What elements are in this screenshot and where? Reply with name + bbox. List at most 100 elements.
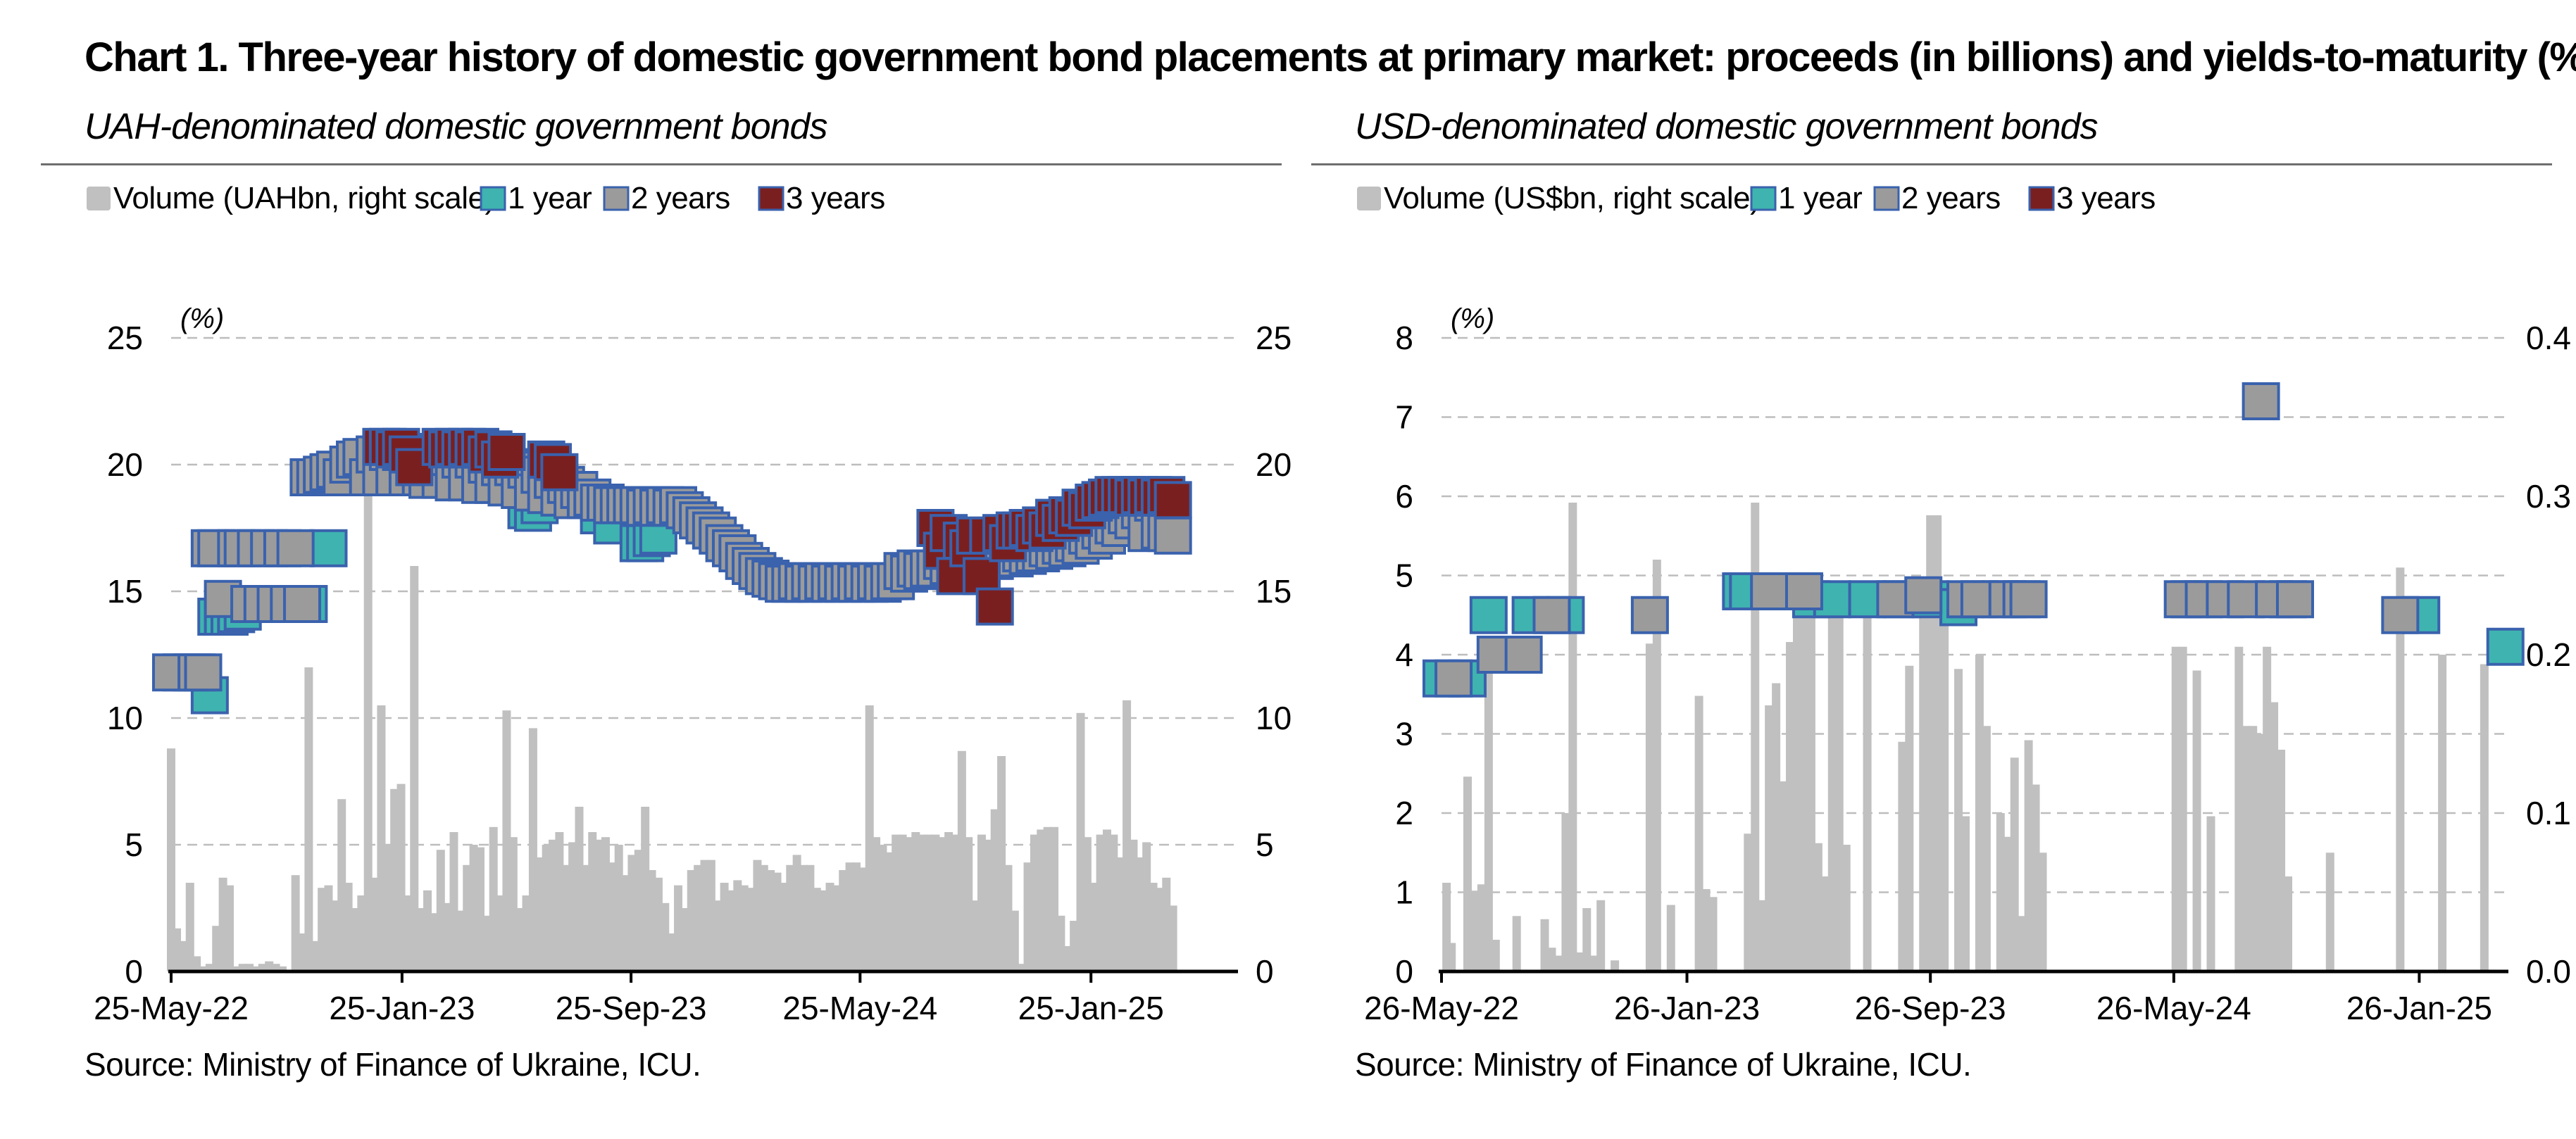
uah-volume-bar xyxy=(594,839,604,971)
uah-volume-bar xyxy=(654,877,663,971)
usd-volume-bar xyxy=(1477,884,1486,971)
uah-volume-bar xyxy=(706,860,715,971)
usd-volume-bar xyxy=(1547,948,1556,971)
usd-series-two_years xyxy=(1434,382,2420,698)
usd-right-tick-label: 0.4 xyxy=(2526,320,2571,356)
uah-volume-bar xyxy=(931,834,940,971)
usd-volume-bar xyxy=(2249,726,2258,971)
uah-volume-bar xyxy=(423,890,432,971)
usd-left-tick-label: 0 xyxy=(1395,953,1413,990)
uah-x-tick-label: 25-Jan-25 xyxy=(1018,990,1164,1026)
usd-panel-title: USD-denominated domestic government bond… xyxy=(1355,106,2098,147)
uah-volume-bar xyxy=(549,839,558,971)
usd-volume-bar xyxy=(2003,836,2012,971)
usd-volume-bar xyxy=(1652,560,1661,971)
uah-volume-bar xyxy=(212,926,221,971)
uah-volume-bar xyxy=(337,799,346,971)
uah-volume-bar xyxy=(277,966,287,971)
uah-volume-bar xyxy=(739,885,749,971)
usd-volume-bar xyxy=(1666,905,1675,971)
uah-volume-bar xyxy=(238,964,247,971)
uah-volume-bar xyxy=(911,832,920,971)
uah-volume-bar xyxy=(1162,877,1171,971)
uah-volume-bar xyxy=(918,834,927,971)
usd-volume-bar xyxy=(2256,734,2265,971)
uah-volume-bar xyxy=(528,728,537,971)
uah-volume-bar xyxy=(614,845,623,971)
uah-volume-bar xyxy=(1017,964,1026,971)
uah-volume-bar xyxy=(687,870,696,971)
usd-volume-bar xyxy=(1589,955,1599,971)
usd-volume-bar xyxy=(1820,876,1830,971)
uah-x-tick-label: 25-May-24 xyxy=(782,990,937,1026)
uah-volume-bar xyxy=(1076,712,1085,971)
uah-volume-bar xyxy=(799,864,808,971)
usd-volume-bar xyxy=(1744,833,1753,971)
uah-volume-bar xyxy=(819,890,828,971)
usd-volume-bar xyxy=(1926,515,1935,971)
usd-volume-bar xyxy=(1905,665,1914,971)
usd-left-tick-label: 7 xyxy=(1395,399,1413,436)
usd-volume-bar xyxy=(1568,503,1577,971)
uah-volume-bar xyxy=(845,862,854,971)
uah-volume-bar xyxy=(621,875,630,971)
uah-volume-bar xyxy=(766,870,775,971)
uah-volume-bar xyxy=(363,490,373,971)
uah-volume-bar xyxy=(667,933,676,971)
usd-volume-bar xyxy=(1512,916,1521,971)
uah-right-tick-label: 5 xyxy=(1256,826,1274,863)
uah-volume-bar xyxy=(383,845,392,971)
usd-volume-bar xyxy=(1484,670,1493,971)
usd-volume-bar xyxy=(1540,919,1549,971)
usd-marker-two_years xyxy=(1784,572,1823,610)
uah-right-tick-label: 0 xyxy=(1256,953,1274,990)
uah-marker-two_years xyxy=(283,585,322,623)
uah-volume-bar xyxy=(298,933,307,971)
uah-volume-bar xyxy=(1096,834,1105,971)
uah-volume-bar xyxy=(733,880,742,971)
usd-volume-bar xyxy=(1751,503,1760,971)
uah-volume-bar xyxy=(753,860,762,971)
usd-volume-bar xyxy=(2010,757,2019,971)
usd-x-tick-label: 26-May-24 xyxy=(2096,990,2251,1026)
usd-panel-divider xyxy=(1311,163,2552,165)
usd-legend-volume-label: Volume (US$bn, right scale) xyxy=(1384,181,1760,215)
usd-legend-two_years-swatch xyxy=(1873,186,1900,211)
uah-volume-bar xyxy=(449,832,458,971)
uah-volume-bar xyxy=(199,966,208,971)
uah-x-tick-label: 25-Jan-23 xyxy=(329,990,475,1026)
uah-volume-bar xyxy=(641,807,650,971)
uah-right-tick-label: 25 xyxy=(1256,320,1292,356)
usd-volume-bar xyxy=(1954,669,1963,971)
usd-volume-bar xyxy=(2242,726,2251,971)
uah-volume-bar xyxy=(957,750,966,971)
usd-volume-bar xyxy=(1898,741,1907,971)
uah-volume-bar xyxy=(410,566,419,971)
usd-chart: Volume (US$bn, right scale) 1 year 2 years… xyxy=(1357,181,2571,1026)
uah-volume-bar xyxy=(311,940,320,971)
usd-volume-bar xyxy=(1575,952,1584,971)
uah-volume-bar xyxy=(825,883,834,971)
usd-left-tick-label: 1 xyxy=(1395,874,1413,911)
uah-volume-bar xyxy=(851,862,861,971)
uah-legend-volume-label: Volume (UAHbn, right scale) xyxy=(113,181,495,215)
uah-marker-two_years xyxy=(276,529,315,567)
uah-volume-bar xyxy=(601,837,610,971)
usd-volume-bar xyxy=(2396,567,2405,971)
uah-right-tick-label: 20 xyxy=(1256,446,1292,483)
uah-volume-bar xyxy=(185,883,194,971)
uah-volume-bar xyxy=(443,902,452,971)
usd-volume-bar xyxy=(1799,575,1808,971)
uah-left-tick-label: 0 xyxy=(125,953,143,990)
usd-volume-bar xyxy=(2480,664,2489,971)
usd-volume-bars xyxy=(1442,503,2489,971)
uah-volume-bar xyxy=(416,908,425,971)
uah-volume-bar xyxy=(489,826,498,971)
usd-volume-bar xyxy=(2178,646,2187,971)
uah-left-tick-label: 15 xyxy=(107,573,143,610)
uah-volume-bar xyxy=(779,883,788,971)
uah-volume-bar xyxy=(1043,826,1052,971)
uah-volume-bar xyxy=(1089,883,1099,971)
uah-marker-three_years xyxy=(975,587,1014,626)
uah-legend: Volume (UAHbn, right scale) 1 year 2 years… xyxy=(87,181,885,215)
